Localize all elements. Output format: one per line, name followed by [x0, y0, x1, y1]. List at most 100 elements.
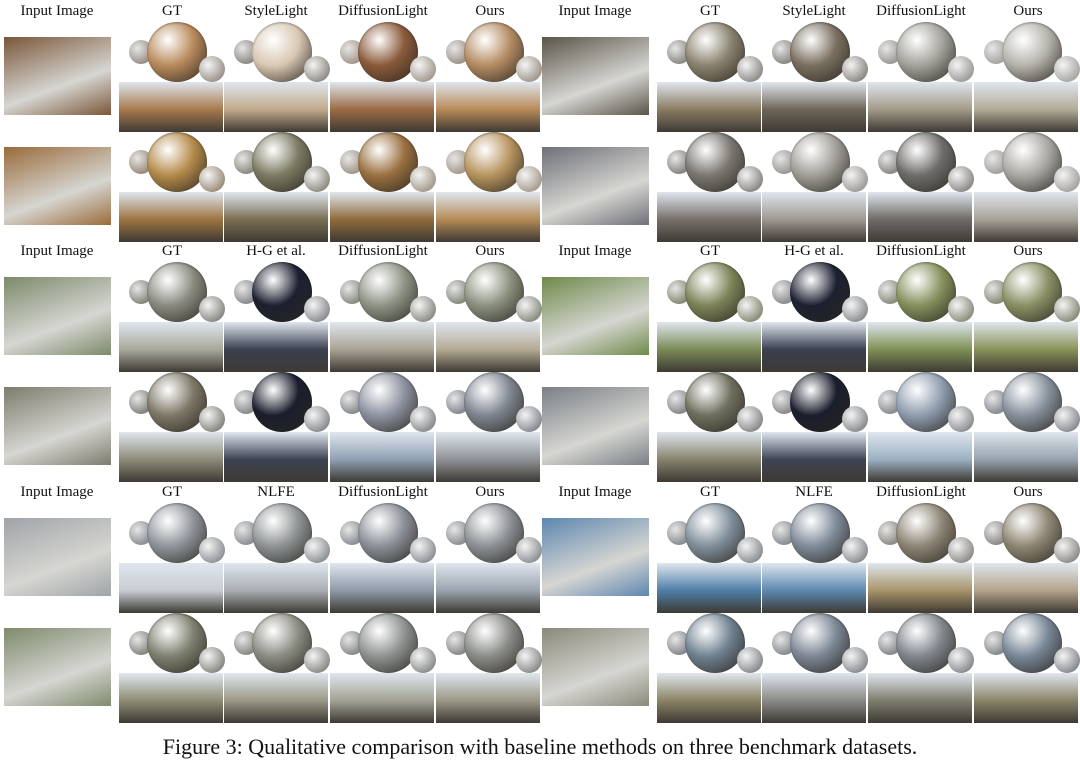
matte-sphere [410, 296, 436, 322]
column-header: Input Image [20, 243, 94, 259]
input-image [542, 277, 649, 355]
matte-sphere [516, 296, 542, 322]
panorama [436, 432, 540, 482]
figure-caption: Figure 3: Qualitative comparison with ba… [162, 734, 918, 759]
mirror-sphere [464, 613, 524, 673]
method-result [436, 503, 542, 613]
method-result [224, 132, 330, 242]
mirror-sphere [1002, 372, 1062, 432]
mirror-sphere [1002, 22, 1062, 82]
column-header: GT [162, 3, 182, 19]
column-header: Ours [1013, 484, 1043, 500]
panorama [974, 192, 1078, 242]
panorama [119, 192, 223, 242]
column-header: DiffusionLight [876, 3, 966, 19]
column-header: GT [162, 484, 182, 500]
matte-sphere [842, 166, 868, 192]
matte-sphere [1054, 166, 1080, 192]
panorama [224, 192, 328, 242]
comparison-panel-5: Input Image GT NLFE DiffusionLight Ours [4, 481, 542, 723]
input-image [542, 628, 649, 706]
method-result [974, 132, 1080, 242]
input-image [542, 147, 649, 225]
method-result [974, 372, 1080, 482]
matte-sphere [948, 296, 974, 322]
method-result [762, 503, 868, 613]
mirror-sphere [252, 613, 312, 673]
matte-sphere [737, 166, 763, 192]
method-result [119, 613, 225, 723]
matte-sphere [842, 406, 868, 432]
method-result [868, 22, 974, 132]
matte-sphere [516, 406, 542, 432]
method-result [974, 503, 1080, 613]
mirror-sphere [896, 22, 956, 82]
method-result [436, 613, 542, 723]
mirror-sphere [358, 262, 418, 322]
panorama [762, 82, 866, 132]
method-result [119, 262, 225, 372]
mirror-sphere [464, 132, 524, 192]
matte-sphere [516, 56, 542, 82]
method-result [436, 132, 542, 242]
method-result [974, 613, 1080, 723]
method-result [762, 132, 868, 242]
panorama [119, 563, 223, 613]
method-result [762, 372, 868, 482]
column-header: Input Image [558, 484, 632, 500]
comparison-panel-1: Input Image GT StyleLight DiffusionLight Our… [4, 0, 542, 242]
mirror-sphere [896, 613, 956, 673]
input-image [542, 387, 649, 465]
panorama [436, 82, 540, 132]
method-result [436, 372, 542, 482]
panorama [762, 432, 866, 482]
mirror-sphere [790, 22, 850, 82]
method-result [330, 22, 436, 132]
mirror-sphere [358, 22, 418, 82]
column-header: StyleLight [244, 3, 308, 19]
mirror-sphere [147, 22, 207, 82]
column-header: H-G et al. [784, 243, 844, 259]
mirror-sphere [147, 132, 207, 192]
method-result [657, 262, 763, 372]
matte-sphere [304, 166, 330, 192]
mirror-sphere [685, 613, 745, 673]
matte-sphere [842, 647, 868, 673]
method-result [657, 372, 763, 482]
comparison-panel-4: Input Image GT H-G et al. DiffusionLight Our… [542, 240, 1080, 482]
matte-sphere [1054, 56, 1080, 82]
method-result [119, 22, 225, 132]
matte-sphere [199, 296, 225, 322]
matte-sphere [1054, 406, 1080, 432]
method-result [762, 262, 868, 372]
panorama [224, 322, 328, 372]
column-header: H-G et al. [246, 243, 306, 259]
panorama [330, 192, 434, 242]
matte-sphere [737, 406, 763, 432]
panorama [657, 432, 761, 482]
mirror-sphere [147, 503, 207, 563]
mirror-sphere [1002, 503, 1062, 563]
column-header: GT [700, 243, 720, 259]
mirror-sphere [252, 132, 312, 192]
method-result [762, 613, 868, 723]
panorama [119, 673, 223, 723]
matte-sphere [1054, 537, 1080, 563]
method-result [657, 22, 763, 132]
panorama [657, 673, 761, 723]
mirror-sphere [464, 372, 524, 432]
column-header: Ours [475, 3, 505, 19]
matte-sphere [199, 537, 225, 563]
column-header: DiffusionLight [876, 484, 966, 500]
panorama [436, 322, 540, 372]
mirror-sphere [685, 132, 745, 192]
matte-sphere [410, 406, 436, 432]
column-header: DiffusionLight [338, 3, 428, 19]
mirror-sphere [790, 132, 850, 192]
panorama [330, 673, 434, 723]
method-result [119, 132, 225, 242]
matte-sphere [737, 296, 763, 322]
column-header: NLFE [795, 484, 833, 500]
mirror-sphere [685, 503, 745, 563]
panorama [868, 82, 972, 132]
